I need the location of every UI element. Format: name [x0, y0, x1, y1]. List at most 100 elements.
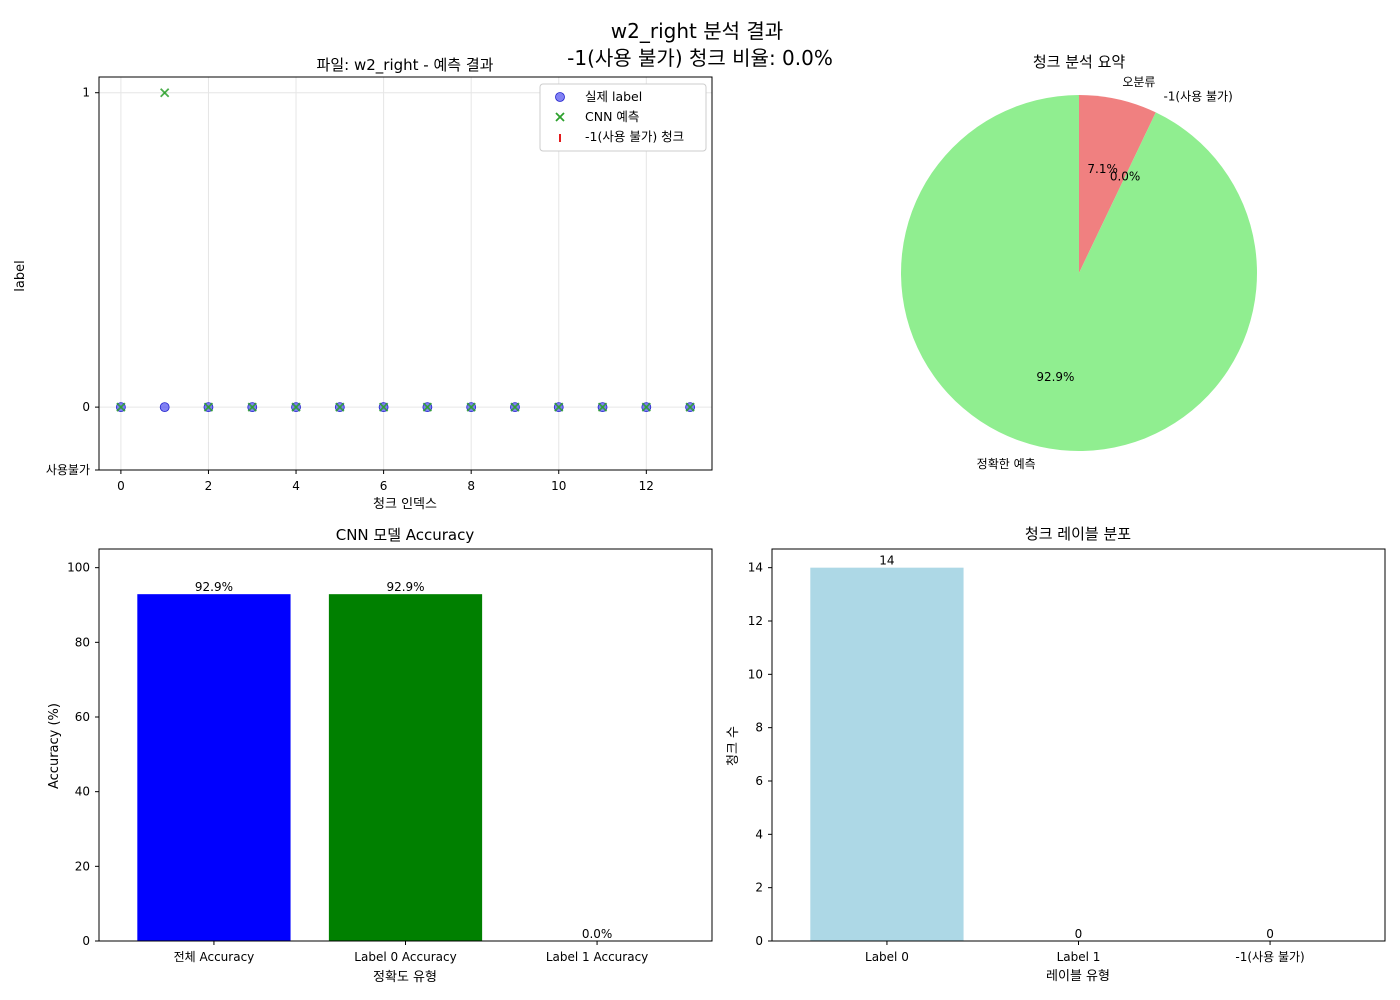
- actual-label-point: [159, 402, 170, 413]
- legend-label-actual: 실제 label: [585, 89, 642, 104]
- bar-value-label: 0: [1266, 927, 1274, 941]
- bar: [810, 567, 964, 941]
- bar-ytick-label: 60: [75, 710, 90, 724]
- cnn-point-stroke: [160, 88, 170, 98]
- cnn-prediction-point: [335, 402, 345, 412]
- bar-xtick-label: 전체 Accuracy: [174, 950, 255, 964]
- scatter-axes-frame: [98, 76, 713, 471]
- scatter-ytick-label: 0: [82, 400, 90, 414]
- distribution-ylabel: 청크 수: [726, 726, 741, 766]
- pie-slice-label: 오분류: [1122, 75, 1155, 89]
- pie-slice: [901, 95, 1257, 451]
- accuracy-bars: 92.9% 92.9% 0.0%: [137, 580, 612, 941]
- pie-slice-label: -1(사용 불가): [1163, 89, 1232, 103]
- bar-value-label: 0.0%: [582, 927, 613, 941]
- cnn-prediction-point: [378, 402, 389, 412]
- accuracy-ylabel: Accuracy (%): [47, 703, 62, 789]
- bar-xtick-label: Label 1 Accuracy: [546, 950, 648, 964]
- distribution-bars: 14 0 0: [810, 554, 1274, 941]
- cnn-point-stroke: [291, 402, 301, 412]
- cnn-prediction-point: [597, 402, 608, 412]
- cnn-prediction-point: [641, 402, 651, 412]
- bar-ytick-label: 100: [67, 561, 90, 575]
- bar-xtick-label: -1(사용 불가): [1235, 950, 1304, 964]
- pie-plot: 청크 분석 요약 오분류 7.1% 정확한 예측 92.9% -1(사용 불가) 0.0%: [901, 53, 1257, 471]
- cnn-point-stroke: [597, 402, 608, 412]
- pie-slice-percent: 0.0%: [1110, 170, 1141, 184]
- scatter-xtick-label: 8: [467, 479, 475, 493]
- cnn-prediction-point: [247, 402, 257, 412]
- cnn-prediction-point: [554, 402, 564, 412]
- scatter-xtick-label: 6: [380, 479, 388, 493]
- bar-ytick-label: 80: [75, 635, 90, 649]
- scatter-ytick-label: 사용불가: [46, 463, 90, 477]
- scatter-points: [115, 88, 696, 413]
- bar-ytick-label: 0: [82, 934, 90, 948]
- distribution-bar-plot: 청크 레이블 분포 14 0 0 0 2 4 6 8 10 12 14 Label 0 Label 1…: [726, 525, 1386, 984]
- pie-slice: [1079, 95, 1156, 273]
- bar-value-label: 92.9%: [386, 580, 424, 594]
- cnn-point-stroke: [116, 402, 126, 412]
- bar-xtick-label: Label 0: [865, 950, 909, 964]
- scatter-xtick-label: 0: [117, 479, 125, 493]
- bar-value-label: 92.9%: [195, 580, 233, 594]
- bar-ytick-label: 20: [75, 859, 90, 873]
- accuracy-title: CNN 모델 Accuracy: [336, 526, 475, 544]
- cnn-prediction-point: [203, 402, 214, 412]
- bar-xtick-label: Label 0 Accuracy: [354, 950, 456, 964]
- bar-ytick-label: 40: [75, 785, 90, 799]
- bar-value-label: 14: [879, 554, 894, 568]
- pie-slice-percent: 92.9%: [1036, 370, 1074, 384]
- bar-ytick-label: 2: [755, 881, 763, 895]
- scatter-ticks: 0 2 4 6 8 10 12 사용불가 0 1: [46, 86, 654, 493]
- bar-ytick-label: 6: [755, 774, 763, 788]
- bar-ytick-label: 12: [748, 614, 763, 628]
- cnn-prediction-point: [116, 402, 126, 412]
- bar-ytick-label: 0: [755, 934, 763, 948]
- scatter-xlabel: 청크 인덱스: [373, 497, 437, 512]
- pie-slices: [901, 95, 1257, 451]
- scatter-ylabel: label: [13, 260, 28, 291]
- bar-ytick-label: 4: [755, 827, 763, 841]
- bar-ytick-label: 10: [748, 667, 763, 681]
- legend-marker-actual: [555, 92, 565, 102]
- bar: [137, 594, 291, 941]
- cnn-prediction-point: [685, 402, 695, 412]
- scatter-xtick-label: 12: [639, 479, 654, 493]
- figure-title-line2: -1(사용 불가) 청크 비율: 0.0%: [567, 46, 833, 70]
- scatter-xtick-label: 10: [551, 479, 566, 493]
- accuracy-xlabel: 정확도 유형: [373, 970, 437, 985]
- cnn-point-stroke: [378, 402, 389, 412]
- figure-title-line1: w2_right 분석 결과: [611, 19, 783, 43]
- cnn-point-stroke: [510, 402, 520, 412]
- cnn-point-stroke: [554, 402, 564, 412]
- legend-label-cnn: CNN 예측: [585, 109, 639, 124]
- pie-slice-label: 정확한 예측: [977, 457, 1036, 471]
- cnn-prediction-point: [291, 402, 301, 412]
- accuracy-bar-plot: CNN 모델 Accuracy 92.9% 92.9% 0.0% 0 20 40 60 80…: [47, 526, 713, 985]
- distribution-title: 청크 레이블 분포: [1025, 525, 1131, 543]
- cnn-prediction-point: [510, 402, 520, 412]
- legend-label-unusable: -1(사용 불가) 청크: [585, 129, 684, 144]
- bar-ytick-label: 14: [748, 561, 763, 575]
- bar-xtick-label: Label 1: [1057, 950, 1101, 964]
- bar: [328, 594, 483, 941]
- cnn-point-stroke: [466, 402, 476, 412]
- cnn-prediction-point: [422, 402, 433, 412]
- bar-value-label: 0: [1075, 927, 1083, 941]
- scatter-ytick-label: 1: [82, 86, 90, 100]
- cnn-prediction-point: [160, 88, 170, 98]
- cnn-point-stroke: [641, 402, 651, 412]
- accuracy-ticks: 0 20 40 60 80 100 전체 Accuracy Label 0 Accuracy L…: [67, 561, 648, 964]
- distribution-xlabel: 레이블 유형: [1046, 969, 1110, 984]
- scatter-legend: 실제 label CNN 예측 -1(사용 불가) 청크: [539, 83, 707, 152]
- cnn-point-stroke: [203, 402, 214, 412]
- legend-marker-cnn: [555, 112, 565, 122]
- legend-frame: [539, 83, 707, 152]
- cnn-point-stroke: [247, 402, 257, 412]
- distribution-ticks: 0 2 4 6 8 10 12 14 Label 0 Label 1 -1(사용 불가): [748, 561, 1305, 964]
- pie-slice-percent: 7.1%: [1087, 162, 1118, 176]
- pie-title: 청크 분석 요약: [1033, 53, 1126, 71]
- scatter-xtick-label: 4: [292, 479, 300, 493]
